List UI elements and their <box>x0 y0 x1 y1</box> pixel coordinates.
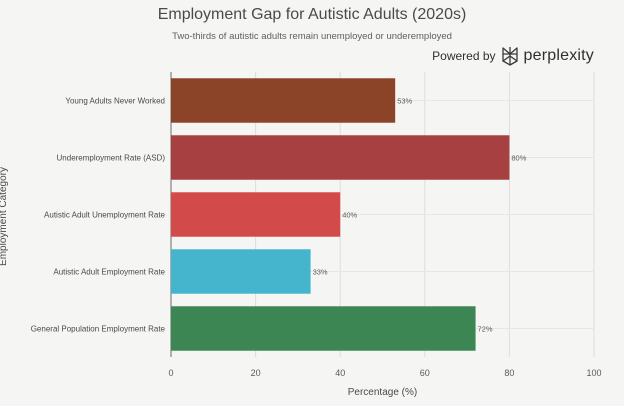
bar-data-label: 40% <box>342 211 357 220</box>
bar <box>171 306 476 351</box>
bar-data-label: 80% <box>511 154 526 163</box>
x-axis-title: Percentage (%) <box>348 387 417 398</box>
bar-data-label: 53% <box>397 97 412 106</box>
chart-subtitle: Two-thirds of autistic adults remain une… <box>172 31 452 42</box>
y-tick-label: Underemployment Rate (ASD) <box>57 154 166 163</box>
y-tick-label: Autistic Adult Employment Rate <box>53 268 165 277</box>
y-tick-label: Young Adults Never Worked <box>65 97 165 106</box>
perplexity-logo-icon <box>501 47 518 66</box>
x-tick-label: 40 <box>335 368 345 378</box>
chart-title: Employment Gap for Autistic Adults (2020… <box>157 6 467 23</box>
y-axis-title: Employment Category <box>0 167 9 266</box>
x-tick-label: 100 <box>586 368 601 378</box>
bar <box>171 249 311 294</box>
perplexity-brand-name: perplexity <box>523 47 594 64</box>
x-tick-label: 0 <box>168 368 173 378</box>
y-tick-label: Autistic Adult Unemployment Rate <box>44 211 165 220</box>
bar-data-label: 33% <box>313 268 328 277</box>
powered-by-badge: Powered by perplexity <box>432 46 594 66</box>
y-tick-label: General Population Employment Rate <box>31 325 166 334</box>
x-tick-label: 60 <box>420 368 430 378</box>
powered-by-label: Powered by <box>432 49 496 63</box>
bar <box>171 192 341 237</box>
x-tick-label: 80 <box>504 368 514 378</box>
bar <box>171 78 396 123</box>
bar <box>171 135 510 180</box>
bar-data-label: 72% <box>478 325 493 334</box>
x-tick-label: 20 <box>251 368 261 378</box>
